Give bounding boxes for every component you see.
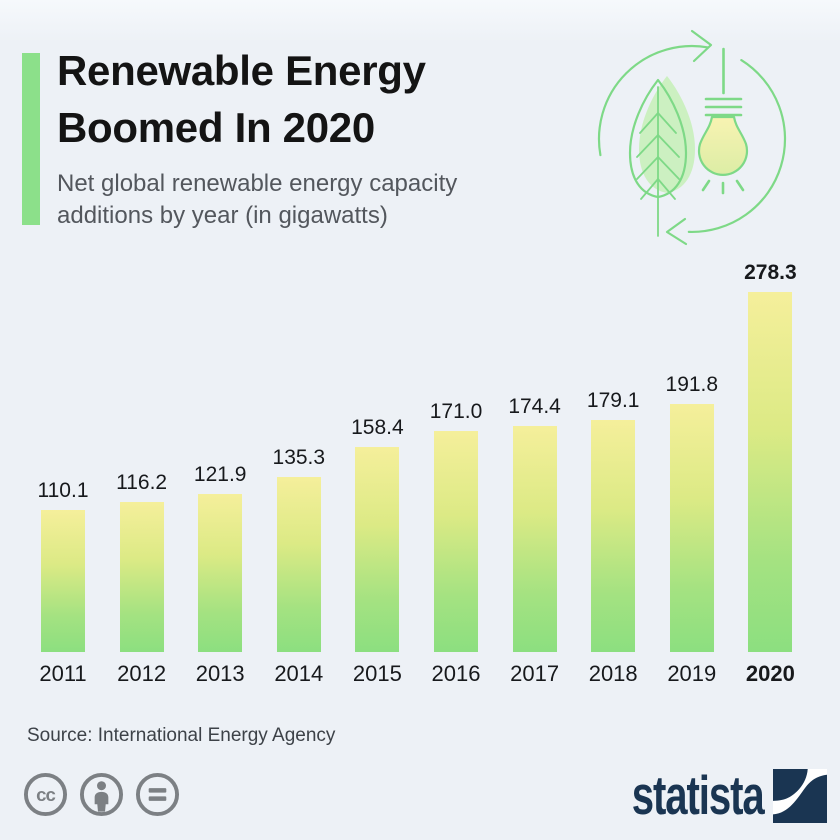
year-label: 2017 [510, 661, 560, 686]
bar-value-label: 179.1 [586, 389, 640, 413]
bar-value-label: 116.2 [116, 470, 168, 494]
recycle-arc-left [597, 44, 710, 157]
bar-value-label: 171.0 [429, 399, 483, 423]
page-title: Renewable Energy Boomed In 2020 [57, 42, 426, 156]
bar-group-2013: 121.9 2013 [180, 463, 260, 686]
bar-2015 [355, 447, 400, 652]
chart-subtitle: Net global renewable energy capacity add… [57, 168, 457, 232]
title-line-1: Renewable Energy [57, 47, 426, 94]
bar-group-2017: 174.4 2017 [495, 395, 575, 686]
year-label: 2015 [352, 661, 402, 686]
svg-text:cc: cc [36, 784, 55, 805]
lightbulb-glyph [697, 47, 749, 195]
bar-group-2011: 110.1 2011 [23, 478, 103, 686]
source-text: Source: International Energy Agency [27, 725, 336, 746]
bar-value-label: 110.1 [37, 478, 89, 502]
bar-2012 [119, 501, 164, 652]
leaf-glyph [628, 76, 695, 237]
bar-2017 [512, 426, 557, 652]
bar-group-2019: 191.8 2019 [652, 372, 732, 686]
attribution-icon[interactable] [79, 772, 124, 817]
statista-logo-mark [773, 768, 827, 823]
creative-commons-icon[interactable]: cc [23, 772, 68, 817]
bar-value-label: 135.3 [272, 446, 326, 469]
bar-2011 [41, 509, 85, 652]
bar-value-label: 191.8 [665, 372, 719, 396]
year-label: 2014 [274, 661, 324, 686]
bar-group-2012: 116.2 2012 [102, 470, 182, 686]
subtitle-line-2: additions by year (in gigawatts) [57, 202, 388, 229]
bar-2019 [669, 403, 714, 652]
bar-2018 [591, 420, 636, 652]
year-label: 2020 [745, 661, 795, 686]
statista-wordmark: statista [632, 764, 765, 826]
bar-group-2015: 158.4 2015 [337, 416, 417, 686]
title-line-2: Boomed In 2020 [57, 104, 375, 151]
bar-group-2014: 135.3 2014 [259, 446, 339, 686]
bar-value-label: 158.4 [351, 416, 404, 440]
no-derivatives-icon[interactable] [135, 772, 180, 817]
bar-2014 [276, 477, 321, 652]
statista-logo[interactable]: statista [583, 768, 827, 823]
year-label: 2013 [195, 661, 245, 686]
year-label: 2011 [39, 661, 87, 686]
bar-value-label: 278.3 [744, 261, 797, 284]
recycle-arrowhead-bottom [665, 217, 688, 246]
bar-2013 [198, 494, 243, 652]
bar-2020 [748, 292, 793, 652]
year-label: 2012 [117, 661, 167, 686]
subtitle-line-1: Net global renewable energy capacity [57, 170, 458, 197]
license-icons: cc [23, 772, 180, 817]
year-label: 2016 [431, 661, 481, 686]
bar-2016 [434, 430, 478, 652]
recycle-arc-right [687, 59, 787, 234]
bar-group-2018: 179.1 2018 [573, 389, 653, 686]
bar-value-label: 121.9 [193, 463, 247, 487]
year-label: 2019 [667, 661, 717, 686]
bar-group-2016: 171.0 2016 [416, 399, 496, 686]
recycle-arrowhead-top [690, 29, 713, 63]
bar-value-label: 174.4 [508, 395, 561, 419]
bar-group-2020: 278.3 2020 [730, 261, 810, 686]
title-accent-bar [22, 53, 40, 225]
year-label: 2018 [588, 661, 638, 686]
leaf-lightbulb-recycle-icon [597, 29, 787, 246]
